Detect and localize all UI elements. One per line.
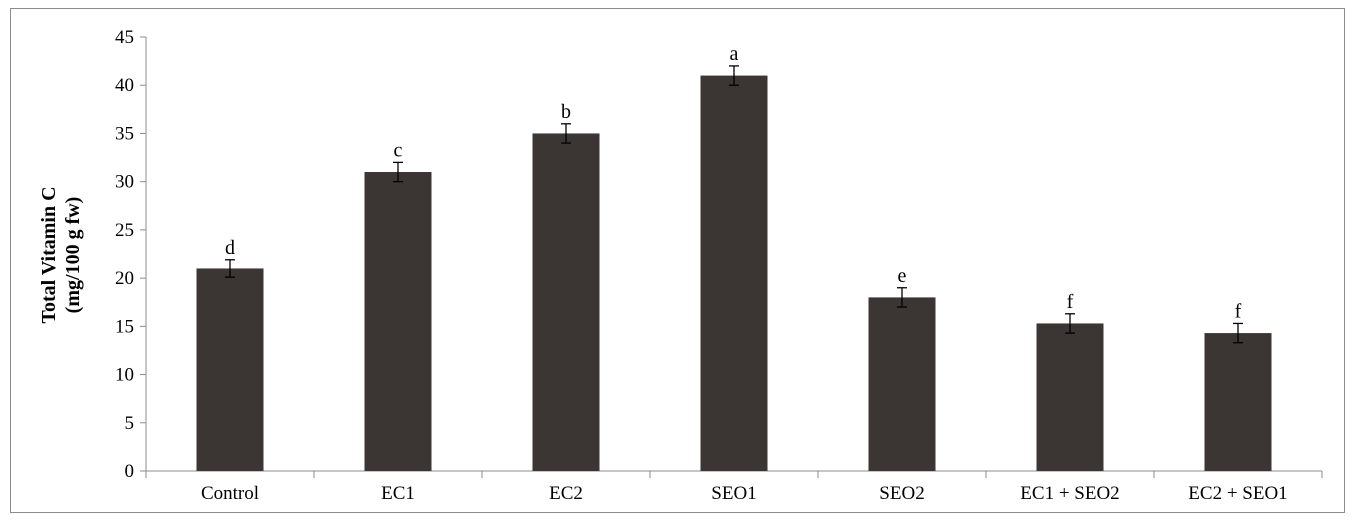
y-tick-label: 15	[115, 316, 134, 337]
x-tick-label: EC2	[549, 483, 583, 504]
y-tick-label: 40	[115, 75, 134, 96]
significance-letter: f	[1235, 300, 1242, 322]
y-axis-label-line-1: Total Vitamin C	[38, 186, 60, 323]
x-tick-label: SEO2	[879, 483, 924, 504]
bar	[1036, 323, 1104, 471]
x-tick-label: Control	[201, 483, 259, 504]
x-tick-label: EC1	[381, 483, 415, 504]
bar	[364, 172, 432, 471]
y-tick-label: 30	[115, 172, 134, 193]
y-tick-label: 45	[115, 27, 134, 48]
x-tick-label: EC2 + SEO1	[1188, 483, 1287, 504]
significance-letter: e	[898, 265, 907, 287]
y-axis-label: Total Vitamin C (mg/100 g fw)	[38, 186, 84, 323]
significance-letter: a	[730, 43, 739, 65]
significance-letter: f	[1067, 291, 1074, 313]
bar	[196, 268, 264, 471]
bar	[868, 297, 936, 471]
significance-letter: d	[225, 237, 235, 259]
x-tick-label: EC1 + SEO2	[1020, 483, 1119, 504]
bar-series: d c b a e f f	[196, 43, 1272, 472]
y-tick-label: 5	[125, 413, 135, 434]
x-tick-label: SEO1	[711, 483, 756, 504]
bar	[532, 133, 600, 471]
y-tick-label: 0	[125, 461, 135, 482]
y-tick-label: 25	[115, 220, 134, 241]
y-tick-label: 10	[115, 365, 134, 386]
axes: 0 5 10 15 20 25 30 35 40 45 Control EC1 EC2 SEO1 SEO2 E…	[115, 27, 1323, 504]
y-tick-label: 20	[115, 268, 134, 289]
y-tick-label: 35	[115, 123, 134, 144]
significance-letter: b	[561, 101, 571, 123]
bar	[1204, 333, 1272, 471]
y-axis-label-line-2: (mg/100 g fw)	[62, 197, 84, 314]
significance-letter: c	[394, 139, 403, 161]
bar	[700, 75, 768, 472]
